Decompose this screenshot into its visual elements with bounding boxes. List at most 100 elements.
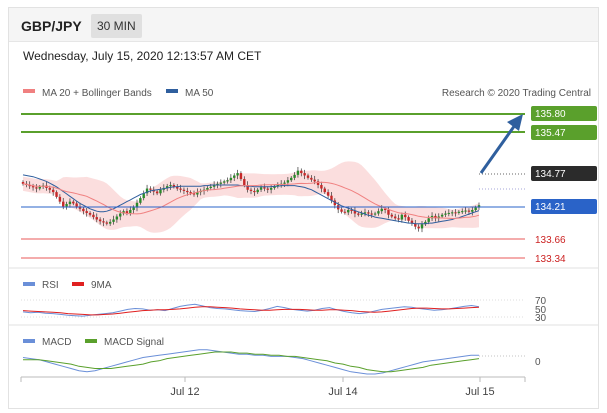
rsi-tick-50: 50: [535, 305, 547, 316]
bollinger-band: [23, 161, 479, 233]
resistance-2-tag: [531, 125, 597, 140]
candle-body: [393, 216, 397, 219]
candle-body: [474, 207, 477, 210]
candle-body: [477, 205, 481, 208]
candle-body: [125, 211, 129, 213]
candle-body: [283, 182, 286, 184]
macd-signal-legend-label: MACD Signal: [104, 337, 164, 348]
candle-body: [186, 190, 189, 193]
candle-body: [347, 209, 350, 213]
candle-body: [72, 201, 75, 204]
candle-body: [68, 201, 72, 205]
rsi-legend-swatch: [23, 282, 35, 286]
candle-body: [407, 217, 410, 221]
candle-body: [471, 209, 474, 212]
report-datetime: Wednesday, July 15, 2020 12:13:57 AM CET: [23, 49, 262, 63]
candle-body: [343, 211, 347, 213]
candle-body: [383, 208, 387, 210]
candle-body: [300, 170, 303, 174]
support-tag: [531, 199, 597, 214]
candle-body: [28, 184, 31, 187]
candle-body: [222, 181, 226, 183]
candle-body: [450, 212, 454, 214]
candle-body: [145, 188, 149, 194]
ma50-line: [22, 174, 480, 225]
ma20-line: [22, 181, 480, 220]
candle-body: [132, 207, 135, 210]
candle-body: [367, 212, 370, 214]
candle-body: [142, 193, 145, 199]
rsi-line: [22, 303, 480, 317]
macd-signal-legend-swatch: [85, 339, 97, 343]
candle-body: [464, 210, 467, 212]
candle-body: [149, 188, 152, 190]
candle-body: [447, 212, 451, 214]
candle-body: [444, 213, 447, 215]
last-price-label: 134.77: [535, 169, 566, 180]
candle-body: [112, 219, 115, 222]
x-tick-label-jul12: Jul 12: [170, 386, 199, 398]
candle-body: [357, 213, 360, 215]
candle-body: [353, 210, 357, 214]
ma50-legend-swatch: [166, 89, 178, 93]
rsi-ma-line: [22, 306, 480, 316]
candle-body: [310, 177, 313, 180]
candle-body: [129, 209, 132, 213]
candle-body: [390, 214, 394, 217]
candle-body: [410, 220, 414, 224]
candle-body: [95, 217, 98, 220]
candle-body: [102, 221, 105, 223]
candle-body: [373, 213, 377, 215]
candle-body: [239, 173, 243, 180]
x-tick-label-jul15: Jul 15: [465, 386, 494, 398]
candle-body: [303, 173, 306, 176]
candle-body: [340, 209, 343, 212]
candle-body: [108, 221, 112, 224]
candle-body: [370, 213, 373, 215]
candle-body: [313, 179, 316, 182]
candle-body: [330, 195, 333, 201]
candle-body: [333, 200, 337, 206]
candle-body: [236, 173, 239, 176]
candle-body: [196, 192, 199, 195]
resistance-2-label: 135.47: [535, 128, 566, 139]
candle-body: [233, 175, 236, 178]
forecast-arrow-head: [507, 114, 523, 131]
candle-body: [212, 184, 216, 187]
candle-body: [286, 180, 290, 183]
candle-body: [461, 211, 464, 213]
x-tick-label-jul14: Jul 14: [328, 386, 357, 398]
candle-body: [360, 213, 363, 215]
macd-legend-label: MACD: [42, 337, 71, 348]
candle-body: [85, 211, 88, 213]
ma20-legend-label: MA 20 + Bollinger Bands: [42, 88, 152, 99]
candle-body: [377, 211, 380, 214]
candle-body: [51, 189, 55, 193]
candle-body: [259, 187, 263, 190]
timeframe-button[interactable]: 30 MIN: [91, 14, 142, 38]
candle-body: [293, 174, 296, 178]
level-133-34-label: 133.34: [535, 254, 566, 265]
candle-body: [165, 186, 169, 188]
candle-body: [122, 211, 125, 214]
candle-body: [397, 218, 400, 220]
candle-body: [424, 221, 427, 225]
candle-body: [467, 210, 471, 212]
candle-body: [320, 184, 323, 189]
macd-tick-0: 0: [535, 357, 541, 368]
ma50-legend-label: MA 50: [185, 88, 214, 99]
candle-body: [159, 189, 162, 194]
candle-body: [440, 214, 444, 217]
candle-body: [323, 188, 326, 193]
candle-body: [363, 212, 367, 214]
candle-body: [139, 198, 142, 203]
candle-body: [229, 177, 233, 181]
candle-body: [82, 208, 85, 212]
candle-body: [290, 177, 293, 181]
candle-body: [326, 192, 330, 196]
rsi-ma-legend-swatch: [72, 282, 84, 286]
rsi-legend-label: RSI: [42, 280, 59, 291]
candle-body: [176, 186, 179, 189]
candle-body: [172, 184, 176, 187]
macd-line: [22, 349, 479, 375]
